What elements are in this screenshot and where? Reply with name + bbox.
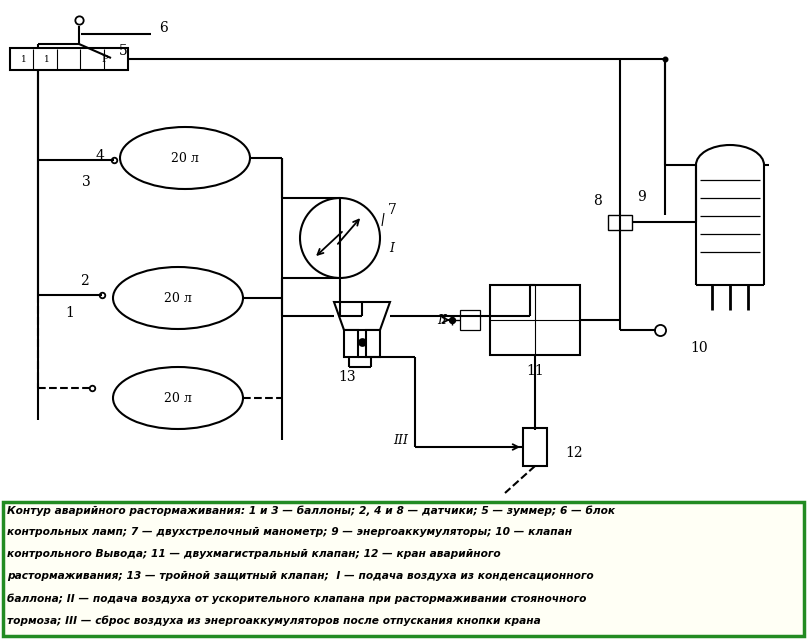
Bar	[366, 330, 380, 357]
Ellipse shape	[113, 367, 243, 429]
Circle shape	[300, 198, 380, 278]
Bar	[523, 428, 547, 466]
Text: 1: 1	[65, 306, 74, 320]
Polygon shape	[334, 302, 390, 330]
Text: контрольного Вывода; 11 — двухмагистральный клапан; 12 — кран аварийного: контрольного Вывода; 11 — двухмагистраль…	[7, 549, 500, 559]
Bar	[460, 310, 480, 330]
Bar	[10, 48, 128, 70]
Text: 10: 10	[690, 341, 708, 355]
Text: 5: 5	[119, 44, 128, 58]
Ellipse shape	[113, 267, 243, 329]
Text: 9: 9	[638, 190, 646, 204]
Text: контрольных ламп; 7 — двухстрелочный манометр; 9 — энергоаккумуляторы; 10 — клап: контрольных ламп; 7 — двухстрелочный ман…	[7, 527, 572, 537]
Bar	[3, 502, 804, 636]
Text: 1: 1	[21, 54, 27, 63]
Text: 20 л: 20 л	[171, 152, 199, 164]
Text: 6: 6	[160, 21, 169, 35]
Bar	[490, 285, 580, 355]
Text: 2: 2	[80, 274, 89, 288]
Text: III: III	[393, 435, 408, 447]
Text: растормаживания; 13 — тройной защитный клапан;  I — подача воздуха из конденсаци: растормаживания; 13 — тройной защитный к…	[7, 571, 594, 581]
Text: баллона; II — подача воздуха от ускорительного клапана при растормаживании стоян: баллона; II — подача воздуха от ускорите…	[7, 593, 587, 604]
Text: I: I	[390, 241, 395, 255]
Text: II: II	[437, 314, 447, 326]
Text: P: P	[102, 54, 108, 63]
Text: 8: 8	[594, 194, 602, 208]
Text: 20 л: 20 л	[164, 291, 192, 305]
Text: 12: 12	[565, 446, 583, 460]
Text: 7: 7	[387, 203, 396, 217]
Ellipse shape	[120, 127, 250, 189]
Text: 4: 4	[95, 149, 104, 163]
Text: 1: 1	[44, 54, 50, 63]
Text: 13: 13	[338, 370, 356, 384]
Bar	[344, 330, 358, 357]
Text: 20 л: 20 л	[164, 392, 192, 404]
Text: 11: 11	[526, 364, 544, 378]
Text: 3: 3	[82, 175, 90, 189]
Bar	[608, 215, 632, 230]
Text: Контур аварийного растормаживания: 1 и 3 — баллоны; 2, 4 и 8 — датчики; 5 — зумм: Контур аварийного растормаживания: 1 и 3…	[7, 505, 615, 515]
Text: тормоза; III — сброс воздуха из энергоаккумуляторов после отпускания кнопки кран: тормоза; III — сброс воздуха из энергоак…	[7, 615, 541, 625]
